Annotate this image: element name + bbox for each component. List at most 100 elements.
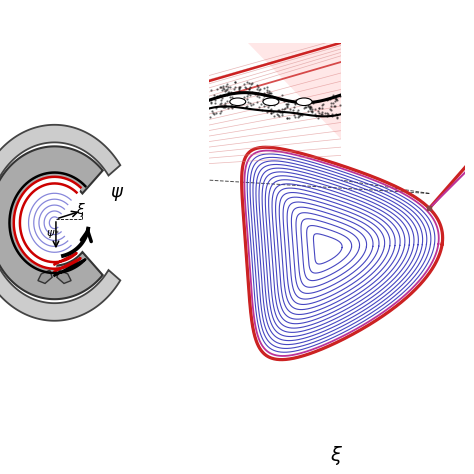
Point (265, 88, 273, 95)
Point (285, 114, 292, 122)
Point (245, 85, 252, 93)
Point (247, 81, 255, 88)
Point (221, 101, 229, 109)
Point (298, 111, 306, 118)
Point (292, 113, 299, 120)
Point (334, 114, 341, 122)
Point (283, 103, 291, 110)
Point (319, 108, 326, 116)
Point (330, 102, 338, 109)
Point (227, 88, 234, 95)
Point (318, 110, 326, 118)
Point (263, 83, 270, 91)
Point (284, 100, 292, 108)
Point (209, 109, 217, 117)
Point (235, 85, 243, 93)
Point (254, 81, 261, 89)
Point (321, 109, 328, 117)
Point (212, 104, 220, 112)
Point (255, 89, 262, 97)
Point (228, 102, 236, 109)
Point (266, 89, 274, 97)
Point (283, 114, 291, 122)
Point (239, 97, 246, 104)
Point (208, 107, 215, 114)
Point (266, 106, 273, 114)
Point (223, 80, 231, 88)
Point (249, 100, 256, 108)
Point (304, 102, 312, 109)
Point (314, 114, 322, 121)
Point (319, 100, 327, 108)
Point (244, 90, 252, 98)
Point (302, 103, 310, 110)
Point (323, 95, 331, 102)
Point (257, 100, 264, 108)
Point (297, 110, 305, 118)
Text: $\xi$: $\xi$ (330, 444, 343, 466)
Point (253, 99, 260, 106)
Point (265, 101, 273, 109)
Point (255, 93, 263, 101)
Point (246, 100, 254, 107)
Point (328, 113, 336, 120)
Point (331, 103, 338, 110)
Point (221, 87, 228, 95)
Point (280, 106, 287, 113)
Point (332, 95, 339, 102)
Point (287, 105, 294, 112)
Point (247, 101, 255, 109)
Point (293, 108, 301, 116)
Point (278, 109, 286, 117)
Point (300, 104, 307, 111)
Point (242, 104, 250, 111)
Polygon shape (0, 146, 103, 299)
Point (207, 86, 215, 93)
Point (259, 97, 266, 104)
Point (245, 80, 253, 87)
Point (217, 99, 224, 107)
Point (223, 97, 231, 104)
Point (328, 110, 336, 118)
Point (289, 107, 297, 114)
Point (243, 92, 251, 100)
Point (269, 99, 276, 106)
Point (210, 110, 218, 118)
Point (220, 103, 228, 111)
Point (218, 107, 225, 114)
Point (267, 90, 274, 97)
Point (264, 103, 272, 110)
Point (224, 104, 232, 112)
Point (328, 106, 335, 113)
Point (278, 105, 286, 113)
Point (296, 111, 303, 118)
Point (305, 103, 313, 110)
Point (260, 102, 268, 109)
Point (246, 83, 254, 91)
Point (233, 100, 241, 107)
Point (240, 80, 247, 88)
Point (241, 83, 248, 91)
Point (332, 95, 340, 103)
Point (230, 85, 238, 92)
Point (218, 83, 225, 91)
Point (327, 102, 335, 109)
Point (306, 103, 314, 111)
Point (268, 109, 275, 117)
Point (222, 82, 230, 90)
Point (318, 101, 325, 109)
Point (297, 110, 305, 118)
Point (211, 99, 219, 107)
Point (246, 91, 254, 99)
Point (308, 106, 316, 113)
Point (309, 99, 316, 107)
Point (254, 90, 262, 97)
Point (236, 84, 243, 92)
Point (238, 98, 246, 105)
Point (319, 104, 326, 111)
Point (212, 109, 220, 117)
Ellipse shape (230, 98, 246, 106)
Point (291, 100, 299, 108)
Polygon shape (248, 43, 341, 139)
Point (221, 103, 228, 110)
